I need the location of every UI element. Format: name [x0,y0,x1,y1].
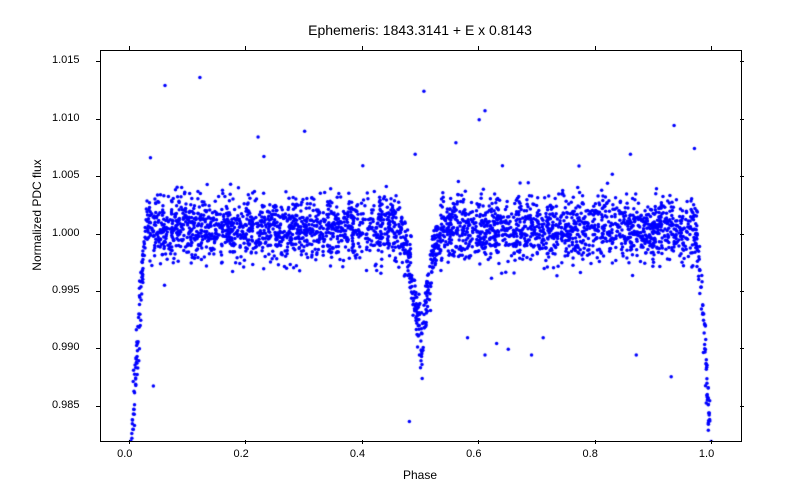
x-tick-mark [245,46,246,50]
x-axis-label: Phase [100,468,740,482]
y-tick-mark [96,348,100,349]
y-tick-mark [96,406,100,407]
y-tick-mark [740,234,744,235]
y-tick-mark [740,61,744,62]
y-tick-label: 1.000 [52,227,80,239]
x-tick-mark [711,46,712,50]
x-tick-mark [129,440,130,444]
chart-container: Ephemeris: 1843.3141 + E x 0.8143 Phase … [0,0,800,500]
x-tick-mark [595,46,596,50]
x-tick-mark [129,46,130,50]
y-tick-mark [96,176,100,177]
y-tick-mark [740,176,744,177]
y-tick-label: 1.005 [52,169,80,181]
x-tick-label: 0.0 [117,448,132,460]
scatter-canvas [101,51,741,441]
y-tick-mark [740,348,744,349]
x-tick-mark [362,440,363,444]
y-tick-mark [740,406,744,407]
y-tick-label: 0.985 [52,399,80,411]
y-tick-mark [740,291,744,292]
y-tick-mark [96,234,100,235]
y-axis-label: Normalized PDC flux [30,115,44,315]
x-tick-mark [245,440,246,444]
x-tick-mark [478,46,479,50]
x-tick-label: 0.8 [583,448,598,460]
x-tick-label: 1.0 [699,448,714,460]
x-tick-mark [595,440,596,444]
x-tick-label: 0.2 [233,448,248,460]
y-tick-label: 1.010 [52,112,80,124]
chart-title: Ephemeris: 1843.3141 + E x 0.8143 [100,22,740,38]
y-tick-mark [96,61,100,62]
y-tick-label: 1.015 [52,54,80,66]
y-tick-label: 0.995 [52,284,80,296]
y-tick-mark [96,291,100,292]
y-tick-mark [96,119,100,120]
x-tick-mark [711,440,712,444]
y-tick-mark [740,119,744,120]
x-tick-mark [362,46,363,50]
plot-area [100,50,742,442]
y-tick-label: 0.990 [52,341,80,353]
x-tick-label: 0.4 [350,448,365,460]
x-tick-label: 0.6 [466,448,481,460]
x-tick-mark [478,440,479,444]
